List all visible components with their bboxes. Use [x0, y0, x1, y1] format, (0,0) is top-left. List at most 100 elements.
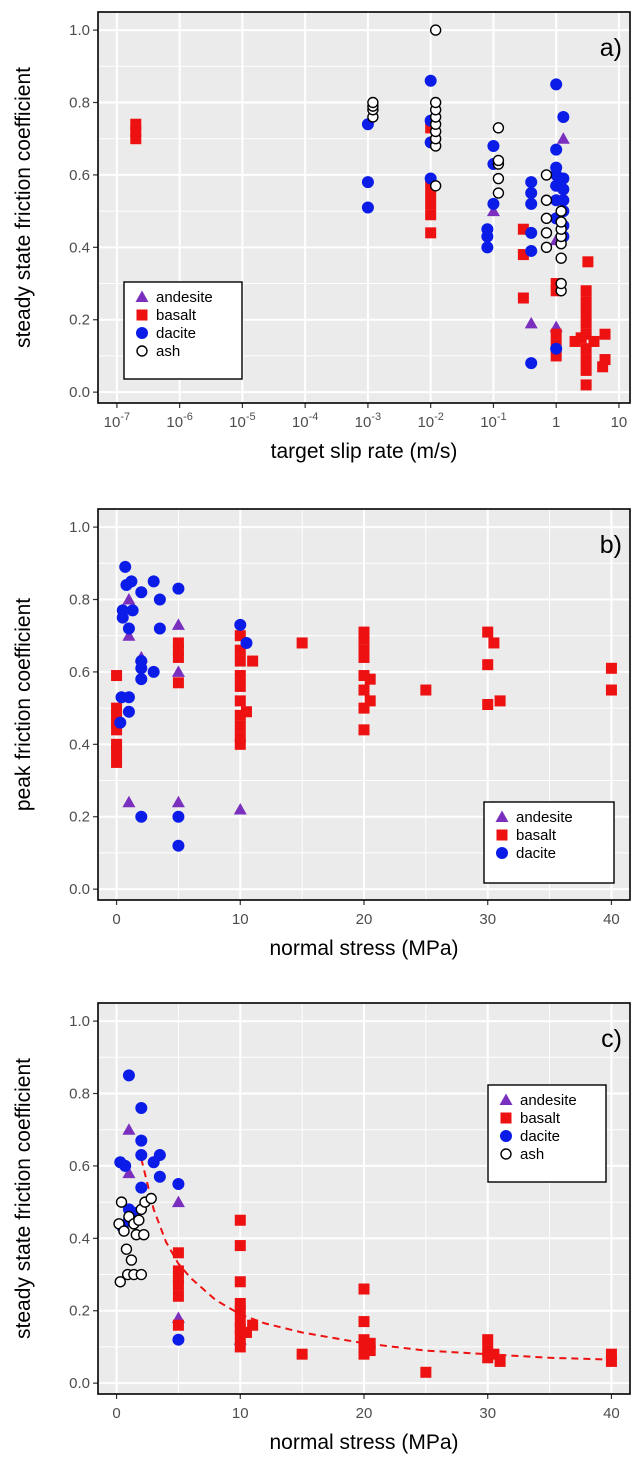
x-axis-title: normal stress (MPa) [269, 1431, 458, 1454]
data-point-basalt [240, 706, 252, 718]
data-point-ash [115, 1196, 128, 1208]
data-point-dacite [172, 1178, 185, 1191]
data-point-ash [555, 277, 567, 290]
data-point-basalt [599, 354, 611, 366]
legend-key-dacite [500, 1130, 512, 1142]
data-layer [111, 560, 617, 852]
panel-label: a) [600, 34, 622, 62]
legend-label-andesite: andesite [156, 289, 213, 306]
data-point-ash [367, 96, 379, 109]
data-point-basalt [597, 361, 609, 373]
data-point-andesite [171, 665, 185, 677]
y-tick-label: 0.8 [69, 95, 90, 112]
data-point-basalt [172, 1265, 184, 1277]
data-point-andesite [556, 132, 570, 144]
y-tick-label: 0.2 [69, 312, 90, 329]
data-point-dacite [172, 1333, 185, 1346]
x-tick-label: 10-5 [229, 411, 255, 431]
data-point-basalt [358, 724, 370, 736]
y-tick-label: 0.4 [69, 736, 90, 753]
y-tick-label: 0.0 [69, 881, 90, 898]
data-point-basalt [247, 1319, 259, 1331]
data-point-andesite [524, 316, 538, 329]
data-point-basalt [605, 684, 617, 696]
legend-key-andesite [135, 290, 149, 302]
data-point-ash [429, 180, 442, 192]
data-point-basalt [234, 720, 246, 732]
chart-panel-1: 0.00.20.40.60.81.010-7 10-6 10-5 10-4 10-3 10… [12, 11, 631, 463]
data-point-dacite [487, 197, 500, 210]
data-point-basalt [580, 328, 592, 340]
data-point-basalt [172, 1247, 184, 1259]
data-point-basalt [234, 1341, 246, 1353]
data-point-basalt [234, 1323, 246, 1335]
data-point-dacite [172, 810, 185, 823]
data-point-basalt [172, 677, 184, 689]
data-point-basalt [247, 655, 259, 667]
data-point-basalt [599, 328, 611, 340]
data-point-basalt [517, 292, 529, 304]
data-point-andesite [171, 618, 185, 630]
x-tick-label: 10-1 [480, 411, 506, 431]
data-point-basalt [569, 335, 581, 347]
data-point-basalt [358, 1348, 370, 1360]
x-tick-label: 30 [479, 911, 496, 928]
data-point-dacite [240, 636, 253, 649]
data-point-basalt [364, 673, 376, 685]
legend-key-andesite [495, 810, 509, 822]
data-point-dacite [135, 1149, 148, 1162]
data-point-basalt [234, 695, 246, 707]
data-point-basalt [111, 724, 123, 736]
data-point-dacite [481, 223, 494, 236]
data-point-basalt [425, 187, 437, 199]
chart-panel-3: 0.0 0.2 0.4 0.6 0.8 1.0 0 10 20 30 40 normal stress… [12, 1002, 631, 1454]
y-tick-label: 0.6 [69, 1158, 90, 1175]
data-point-dacite [122, 1069, 135, 1082]
data-point-basalt [234, 738, 246, 750]
x-tick-label: 40 [603, 1405, 620, 1422]
data-point-basalt [358, 651, 370, 663]
legend-key-basalt [136, 309, 148, 321]
data-point-basalt [234, 655, 246, 667]
data-point-basalt [240, 1326, 252, 1338]
data-point-basalt [358, 702, 370, 714]
y-tick-label: 0.4 [69, 239, 90, 256]
data-point-basalt [111, 756, 123, 768]
x-tick-label: 0 [112, 1405, 120, 1422]
y-tick-label: 1.0 [69, 1013, 90, 1030]
data-point-dacite [122, 691, 135, 704]
y-axis-title: steady state friction coefficient [12, 67, 35, 348]
data-point-andesite [122, 593, 136, 605]
legend-label-dacite: dacite [516, 845, 556, 862]
data-point-basalt [130, 125, 142, 137]
data-point-dacite [550, 78, 563, 91]
data-point-ash [138, 1229, 150, 1241]
data-point-basalt [234, 644, 246, 656]
y-tick-label: 0.4 [69, 1230, 90, 1247]
data-point-basalt [494, 1355, 506, 1367]
data-point-dacite [122, 622, 135, 635]
data-point-basalt [111, 746, 123, 758]
data-point-basalt [296, 637, 308, 649]
y-tick-label: 1.0 [69, 22, 90, 39]
data-point-andesite [122, 1123, 136, 1135]
data-point-ash [555, 205, 567, 217]
data-point-basalt [358, 670, 370, 682]
fit-line-dashed [140, 1158, 612, 1361]
data-point-dacite [550, 143, 563, 156]
data-point-basalt [172, 644, 184, 656]
data-point-basalt [234, 1316, 246, 1328]
data-point-basalt [482, 659, 494, 671]
x-axis: 0 10 20 30 40 [112, 900, 620, 928]
x-tick-label: 20 [356, 911, 373, 928]
data-point-basalt [582, 256, 594, 268]
data-layer [113, 1069, 617, 1378]
data-point-ash [429, 24, 442, 36]
data-point-ash [492, 122, 505, 134]
legend-label-ash: ash [520, 1146, 544, 1163]
data-point-dacite [122, 705, 135, 718]
data-point-ash [540, 169, 553, 181]
